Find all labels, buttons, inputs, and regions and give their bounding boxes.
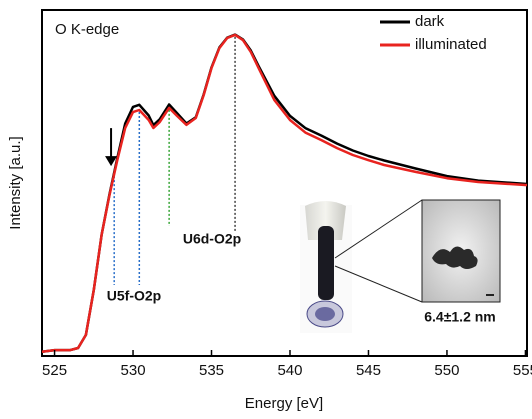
annotation-label: U6d-O2p xyxy=(183,231,241,247)
chart-title: O K-edge xyxy=(55,21,119,38)
inset-vial-photo xyxy=(300,201,352,333)
plot-frame xyxy=(42,10,527,356)
chart: O K-edge Energy [eV] Intensity [a.u.] 6.… xyxy=(0,0,532,414)
x-axis-label: Energy [eV] xyxy=(245,395,323,412)
x-tick-label: 535 xyxy=(199,362,224,379)
inset-label: 6.4±1.2 nm xyxy=(424,309,496,325)
x-tick-label: 525 xyxy=(42,362,67,379)
annotation-label: U5f-O2p xyxy=(107,288,161,304)
legend-label: dark xyxy=(415,13,445,30)
x-tick-label: 545 xyxy=(356,362,381,379)
x-tick-label: 540 xyxy=(277,362,302,379)
inset-tem-image xyxy=(422,200,500,302)
x-tick-label: 550 xyxy=(434,362,459,379)
legend-label: illuminated xyxy=(415,36,487,53)
y-axis-label: Intensity [a.u.] xyxy=(7,136,24,229)
x-tick-label: 530 xyxy=(121,362,146,379)
x-tick-label: 555 xyxy=(513,362,532,379)
